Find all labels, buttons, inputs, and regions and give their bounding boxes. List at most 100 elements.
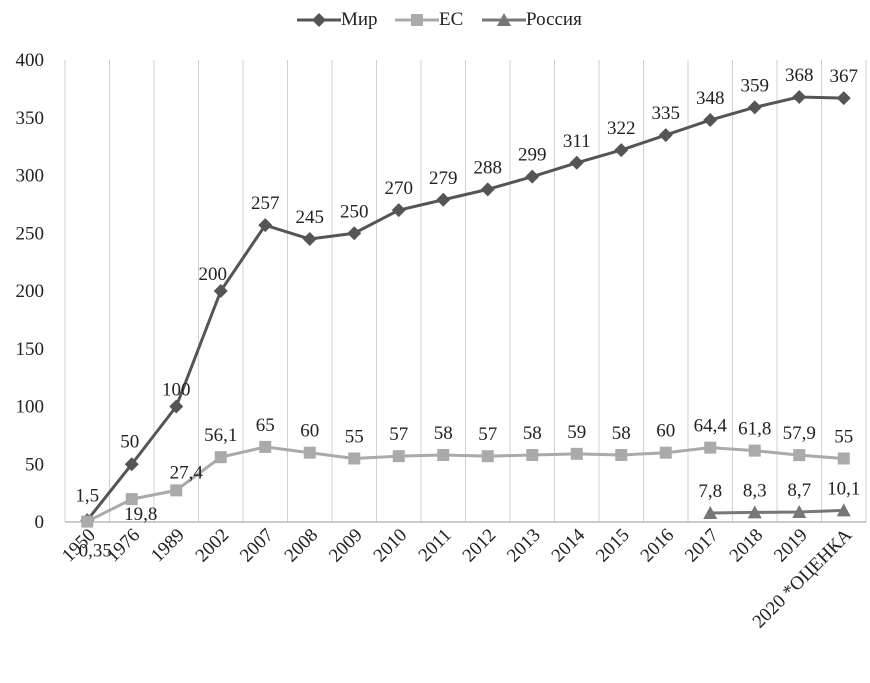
data-point-square [81,515,94,528]
data-label: 250 [340,201,369,222]
data-point-square [837,452,850,465]
data-point-diamond [258,218,273,233]
data-point-diamond [124,457,139,472]
x-tick-label: 2012 [459,525,501,567]
y-tick-label: 200 [16,281,45,302]
legend-marker-diamond-icon [297,13,341,27]
data-point-square [214,451,227,464]
y-tick-label: 300 [16,166,45,187]
data-label: 61,8 [738,419,771,440]
data-point-square [303,446,316,459]
y-tick-label: 350 [16,108,45,129]
data-point-diamond [436,192,451,207]
data-point-diamond [836,91,851,106]
data-point-diamond [480,182,495,197]
x-tick-label: 2016 [637,525,679,567]
y-tick-label: 100 [16,397,45,418]
data-label: 288 [474,157,503,178]
y-tick-label: 50 [25,454,44,475]
data-label: 19,8 [124,504,157,525]
data-point-square [748,444,761,457]
data-label: 0,35 [79,541,112,562]
x-tick-label: 2017 [681,525,723,567]
data-label: 100 [162,380,191,401]
y-tick-label: 150 [16,339,45,360]
data-label: 65 [256,415,275,436]
data-point-triangle [836,503,851,517]
data-label: 55 [345,426,364,447]
data-point-square [437,449,450,462]
data-point-square [481,450,494,463]
x-tick-label: 2002 [192,525,234,567]
y-tick-label: 400 [16,50,45,71]
x-tick-label: 2010 [370,525,412,567]
x-tick-label: 1989 [147,525,189,567]
data-point-square [704,441,717,454]
data-label: 311 [563,131,591,152]
legend-label-eu: ЕС [439,9,464,30]
x-tick-label: 2009 [325,525,367,567]
data-label: 7,8 [698,481,722,502]
x-tick-label: 2007 [236,525,278,567]
data-point-triangle [747,505,762,519]
data-label: 64,4 [694,416,728,437]
chart-legend: Мир ЕС Россия [0,6,870,34]
x-tick-label: 2008 [281,525,323,567]
data-label: 60 [656,421,675,442]
x-tick-label: 2013 [503,525,545,567]
data-label: 367 [830,66,859,87]
data-point-square [793,449,806,462]
data-point-diamond [302,232,317,247]
data-label: 257 [251,193,280,214]
data-label: 50 [120,431,139,452]
series-line-1 [86,95,844,522]
data-point-square [170,484,183,497]
data-point-diamond [569,155,584,170]
x-tick-label: 2014 [548,524,590,566]
data-label: 58 [612,423,631,444]
y-tick-label: 0 [35,512,45,533]
data-point-square [526,449,539,462]
data-label: 1,5 [75,485,99,506]
data-point-diamond [747,100,762,115]
data-point-square [348,452,361,465]
data-point-diamond [391,203,406,218]
data-label: 55 [834,426,853,447]
data-label: 348 [696,88,725,109]
legend-marker-square-icon [395,14,439,26]
legend-label-world: Мир [341,9,378,30]
data-point-diamond [525,169,540,184]
series-line-3 [710,508,844,515]
data-point-square [570,447,583,460]
legend-label-russia: Россия [526,9,582,30]
data-label: 299 [518,145,547,166]
data-point-square [259,440,272,453]
data-label: 270 [385,178,414,199]
data-point-diamond [169,399,184,414]
data-point-diamond [614,143,629,158]
data-point-square [659,446,672,459]
series-line-2 [86,445,844,523]
data-label: 57 [478,424,497,445]
data-point-diamond [347,226,362,241]
data-point-triangle [703,505,718,519]
data-label: 57,9 [783,423,816,444]
y-tick-label: 250 [16,223,45,244]
data-label: 27,4 [170,462,204,483]
data-point-diamond [213,284,228,298]
data-label: 57 [389,424,408,445]
data-point-triangle [792,504,807,518]
data-label: 58 [434,423,453,444]
data-point-square [125,493,138,506]
data-point-diamond [658,128,673,143]
data-label: 200 [199,264,228,285]
legend-marker-triangle-icon [482,13,526,26]
data-label: 322 [607,118,636,139]
data-point-square [392,450,405,463]
x-tick-label: 2018 [726,525,768,567]
data-point-diamond [792,89,807,104]
data-label: 58 [523,423,542,444]
data-label: 279 [429,168,458,189]
x-tick-label: 2011 [415,525,456,566]
